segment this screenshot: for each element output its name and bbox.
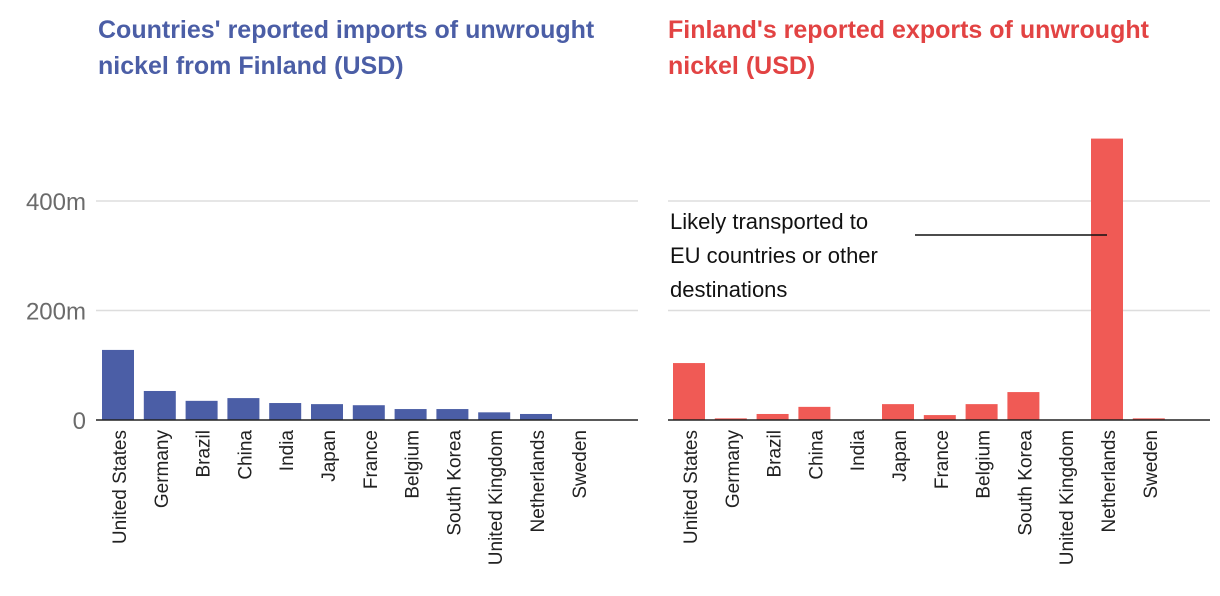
right-bar <box>673 363 705 420</box>
left-bar <box>227 398 260 420</box>
right-bar <box>965 404 998 420</box>
right-category-label: South Korea <box>1015 430 1036 536</box>
left-bar <box>311 404 343 420</box>
right-category-label: Sweden <box>1141 430 1162 499</box>
right-category-label: France <box>932 430 953 489</box>
annotation-text: Likely transported to <box>670 209 868 234</box>
left-category-label: Netherlands <box>528 430 549 532</box>
right-category-label: United Kingdom <box>1057 430 1078 565</box>
right-category-label: Netherlands <box>1099 430 1120 532</box>
left-chart-panel: United States Germany Brazil China India Japa… <box>96 200 638 565</box>
right-category-label: Japan <box>890 430 911 482</box>
right-category-label: China <box>806 430 827 480</box>
annotation-text: destinations <box>670 277 787 302</box>
left-category-label: Belgium <box>403 430 424 499</box>
right-bar <box>1132 418 1165 420</box>
left-bar <box>269 403 302 420</box>
left-bar <box>352 405 385 420</box>
left-bar <box>102 349 134 420</box>
left-category-label: South Korea <box>444 430 465 536</box>
left-bar <box>436 409 469 420</box>
right-category-label: United States <box>681 430 702 544</box>
left-bar <box>394 409 427 420</box>
right-bar <box>756 413 789 420</box>
right-bar <box>1007 392 1040 420</box>
y-tick-label: 0 <box>73 408 86 435</box>
left-category-label: Japan <box>319 430 340 482</box>
right-bar <box>1091 138 1123 420</box>
right-bar <box>714 418 747 420</box>
left-category-label: United Kingdom <box>486 430 507 565</box>
left-category-label: Germany <box>152 430 173 509</box>
left-chart-title: Countries' reported imports of unwrought… <box>98 16 595 80</box>
left-bar <box>478 412 511 420</box>
right-bar <box>923 415 956 420</box>
left-bar <box>520 413 552 420</box>
right-category-label: India <box>848 430 869 472</box>
left-bar <box>185 400 218 420</box>
left-category-label: France <box>361 430 382 489</box>
left-category-label: China <box>235 430 256 480</box>
left-category-label: India <box>277 430 298 472</box>
right-chart-title: Finland's reported exports of unwrought … <box>668 16 1149 80</box>
right-category-label: Belgium <box>974 430 995 499</box>
left-category-label: United States <box>110 430 131 544</box>
right-category-label: Germany <box>723 430 744 509</box>
left-bar <box>143 390 176 420</box>
y-tick-label: 200m <box>26 299 86 326</box>
right-bar <box>798 406 831 420</box>
annotation-text: EU countries or other <box>670 243 878 268</box>
left-category-label: Sweden <box>570 430 591 499</box>
right-chart-panel: United States Germany Brazil China India Japa… <box>668 138 1210 565</box>
left-category-label: Brazil <box>194 430 215 478</box>
right-category-label: Brazil <box>765 430 786 478</box>
y-tick-label: 400m <box>26 189 86 216</box>
right-bar <box>882 404 914 420</box>
